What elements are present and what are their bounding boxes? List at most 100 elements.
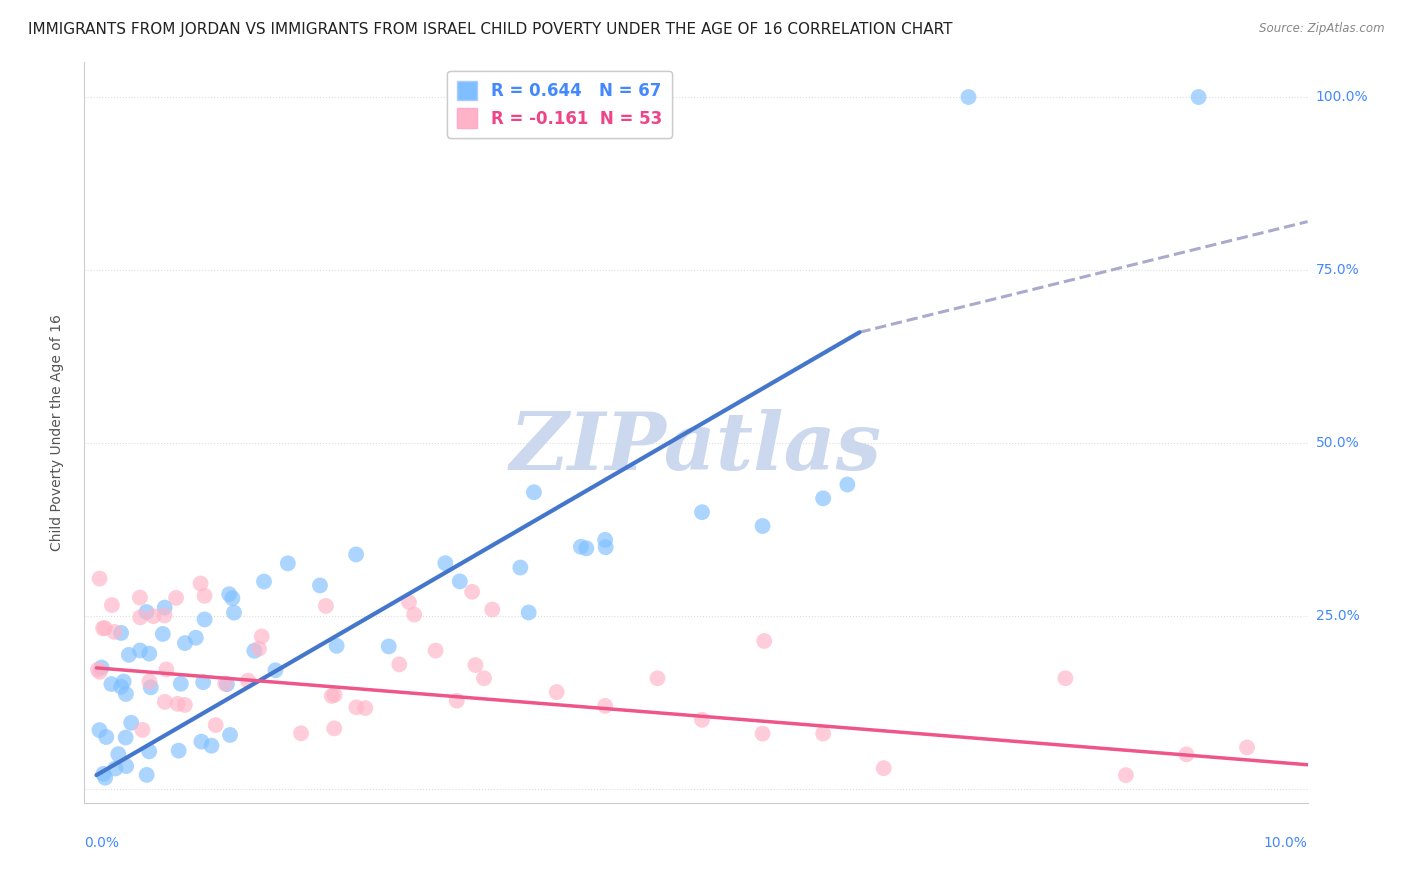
Point — [325, 639, 347, 653]
Point — [247, 641, 270, 656]
Point — [277, 557, 299, 571]
Point — [344, 548, 367, 562]
Point — [87, 663, 110, 677]
Point — [89, 723, 111, 738]
Point — [215, 677, 238, 691]
Text: IMMIGRANTS FROM JORDAN VS IMMIGRANTS FROM ISRAEL CHILD POVERTY UNDER THE AGE OF : IMMIGRANTS FROM JORDAN VS IMMIGRANTS FRO… — [28, 22, 953, 37]
Point — [131, 723, 153, 737]
Point — [243, 644, 266, 658]
Point — [120, 715, 142, 730]
Point — [1175, 747, 1198, 762]
Y-axis label: Child Poverty Under the Age of 16: Child Poverty Under the Age of 16 — [49, 314, 63, 551]
Point — [214, 676, 236, 690]
Point — [139, 681, 162, 695]
Point — [517, 606, 540, 620]
Point — [107, 747, 129, 761]
Point — [461, 584, 484, 599]
Point — [115, 687, 138, 701]
Point — [170, 677, 193, 691]
Point — [174, 636, 197, 650]
Point — [472, 671, 495, 685]
Text: ZIPatlas: ZIPatlas — [510, 409, 882, 486]
Point — [200, 739, 222, 753]
Point — [118, 648, 141, 662]
Point — [873, 761, 896, 775]
Point — [290, 726, 312, 740]
Point — [425, 643, 447, 657]
Point — [94, 771, 117, 785]
Point — [264, 663, 287, 677]
Point — [449, 574, 471, 589]
Point — [184, 631, 207, 645]
Point — [690, 713, 713, 727]
Point — [194, 612, 217, 626]
Point — [446, 694, 468, 708]
Point — [155, 663, 177, 677]
Point — [221, 591, 243, 606]
Point — [153, 600, 176, 615]
Text: 0.0%: 0.0% — [84, 836, 120, 850]
Point — [354, 701, 377, 715]
Point — [104, 761, 127, 775]
Point — [811, 726, 834, 740]
Point — [100, 677, 122, 691]
Point — [191, 675, 214, 690]
Point — [153, 695, 176, 709]
Point — [647, 671, 669, 685]
Point — [1054, 671, 1077, 685]
Point — [94, 621, 117, 635]
Point — [1187, 90, 1209, 104]
Point — [464, 658, 486, 673]
Point — [378, 640, 401, 654]
Point — [204, 718, 226, 732]
Text: 10.0%: 10.0% — [1264, 836, 1308, 850]
Point — [138, 674, 160, 689]
Point — [388, 657, 411, 672]
Legend: R = 0.644   N = 67, R = -0.161  N = 53: R = 0.644 N = 67, R = -0.161 N = 53 — [447, 70, 672, 137]
Point — [219, 728, 242, 742]
Text: Source: ZipAtlas.com: Source: ZipAtlas.com — [1260, 22, 1385, 36]
Point — [135, 605, 157, 619]
Point — [315, 599, 337, 613]
Point — [546, 685, 568, 699]
Point — [218, 587, 240, 601]
Point — [323, 688, 346, 702]
Point — [190, 576, 212, 591]
Point — [138, 647, 160, 661]
Point — [593, 698, 616, 713]
Point — [398, 595, 420, 609]
Point — [593, 533, 616, 547]
Point — [751, 519, 773, 533]
Point — [110, 626, 132, 640]
Point — [690, 505, 713, 519]
Point — [165, 591, 187, 605]
Point — [93, 767, 115, 781]
Point — [129, 610, 152, 624]
Point — [569, 540, 592, 554]
Point — [110, 680, 132, 694]
Point — [101, 598, 124, 612]
Point — [323, 722, 346, 736]
Point — [129, 591, 152, 605]
Point — [1236, 740, 1258, 755]
Point — [135, 768, 157, 782]
Text: 25.0%: 25.0% — [1316, 609, 1360, 623]
Point — [152, 627, 174, 641]
Point — [404, 607, 426, 622]
Point — [194, 589, 217, 603]
Point — [138, 744, 160, 758]
Point — [129, 643, 152, 657]
Point — [166, 697, 188, 711]
Point — [250, 629, 273, 643]
Point — [523, 485, 546, 500]
Point — [103, 624, 125, 639]
Point — [509, 560, 531, 574]
Text: 75.0%: 75.0% — [1316, 263, 1360, 277]
Point — [90, 660, 112, 674]
Point — [481, 602, 503, 616]
Point — [114, 731, 136, 745]
Point — [112, 674, 135, 689]
Point — [190, 734, 212, 748]
Point — [115, 759, 138, 773]
Point — [751, 726, 773, 740]
